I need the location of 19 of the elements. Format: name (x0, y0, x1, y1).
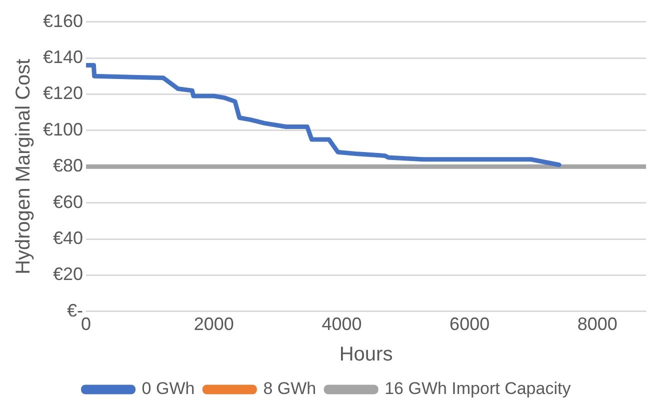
y-tick-label: €60 (52, 192, 84, 212)
x-axis-title: Hours (339, 344, 393, 366)
x-tick-label: 8000 (577, 314, 618, 334)
legend-label: 16 GWh Import Capacity (384, 379, 572, 398)
legend-label: 8 GWh (263, 379, 316, 398)
y-tick-label: €20 (52, 264, 84, 284)
x-tick-label: 2000 (194, 314, 234, 334)
y-tick-label: €140 (42, 46, 84, 67)
x-tick-label: 4000 (322, 314, 362, 334)
legend-label: 0 GWh (142, 379, 195, 398)
y-axis-title: Hydrogen Marginal Cost (12, 58, 35, 274)
y-tick-label: €100 (42, 119, 84, 140)
y-tick-label: €80 (52, 156, 84, 176)
y-tick-label: €160 (42, 10, 84, 31)
x-tick-label: 0 (81, 314, 92, 334)
y-tick-label: €- (67, 300, 84, 320)
y-tick-label: €40 (52, 228, 84, 248)
y-tick-label: €120 (42, 83, 84, 104)
x-tick-label: 6000 (450, 314, 490, 334)
